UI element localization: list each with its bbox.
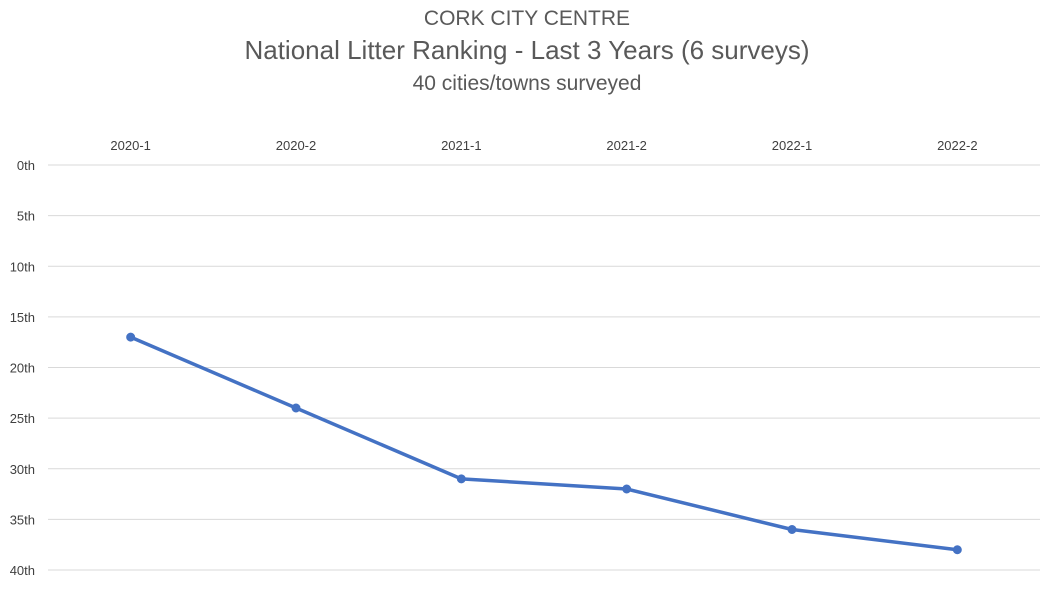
y-tick-label: 20th [10, 361, 35, 376]
y-tick-label: 0th [17, 158, 35, 173]
chart-supertitle: CORK CITY CENTRE [424, 7, 630, 30]
series-ranking [126, 332, 962, 555]
y-tick-label: 15th [10, 310, 35, 325]
x-tick-label: 2021-1 [441, 138, 481, 153]
y-tick-label: 30th [10, 462, 35, 477]
data-point-2022-2 [952, 545, 962, 555]
series-line [128, 335, 960, 552]
data-point-2020-1 [126, 332, 136, 342]
chart-title: National Litter Ranking - Last 3 Years (… [244, 35, 809, 65]
data-point-2020-2 [291, 403, 301, 413]
y-tick-label: 35th [10, 512, 35, 527]
gridlines [48, 164, 1040, 571]
y-axis-tick-labels: 0th 5th 10th 15th 20th 25th 30th 35th 40th [10, 158, 35, 578]
chart-subtitle: 40 cities/towns surveyed [413, 72, 642, 95]
data-point-2021-1 [456, 474, 466, 484]
x-axis-tick-labels: 2020-1 2020-2 2021-1 2021-2 2022-1 2022-2 [110, 138, 977, 153]
x-tick-label: 2021-2 [606, 138, 646, 153]
data-point-2021-2 [622, 484, 632, 494]
y-tick-label: 10th [10, 259, 35, 274]
x-tick-label: 2022-1 [772, 138, 812, 153]
x-tick-label: 2020-2 [276, 138, 316, 153]
y-tick-label: 25th [10, 411, 35, 426]
data-point-2022-1 [787, 525, 797, 534]
x-tick-label: 2022-2 [937, 138, 977, 153]
y-tick-label: 40th [10, 563, 35, 578]
x-tick-label: 2020-1 [110, 138, 150, 153]
y-tick-label: 5th [17, 209, 35, 224]
